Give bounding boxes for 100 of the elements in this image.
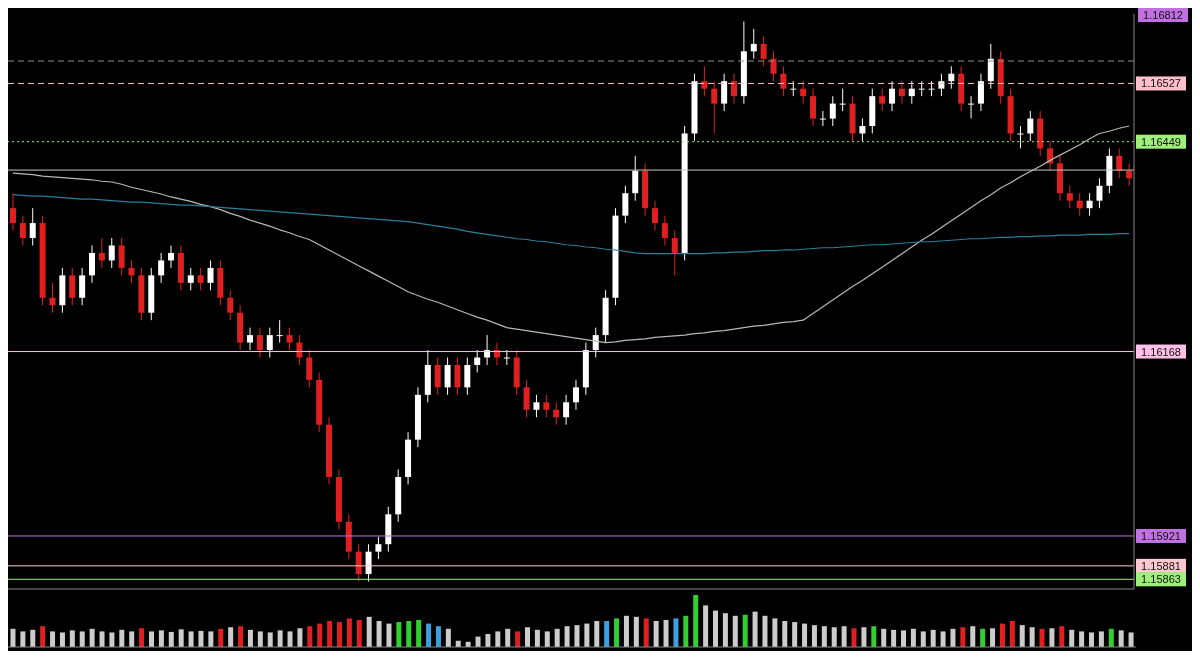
bar [267,632,273,647]
candlestick [9,192,16,232]
bar [772,618,778,647]
candlestick [1126,162,1133,187]
bar [633,616,639,647]
bar [663,619,669,647]
ref-line-label: 1.16168 [1141,345,1181,358]
bar [1029,627,1035,647]
candlestick [69,267,76,306]
bar [346,618,352,647]
candlestick [79,267,86,306]
bar [643,618,649,647]
bar [495,631,501,647]
bar [653,621,659,647]
bar [129,631,135,647]
bar [970,626,976,647]
bar [228,627,234,647]
bar [99,631,105,647]
bar [208,631,214,647]
bar [544,631,550,647]
bar [1019,625,1025,647]
candlestick [375,536,382,560]
bar [158,630,164,647]
candlestick [484,334,491,366]
ref-line-label: 1.15881 [1141,559,1181,572]
candlestick [661,215,668,246]
candlestick [19,215,26,246]
candlestick [770,50,777,82]
bar [1128,632,1134,647]
bar [426,623,432,647]
candlestick [711,80,718,134]
candlestick [493,342,500,366]
bar [811,625,817,647]
bar [564,626,570,647]
bar [990,628,996,647]
bar [534,629,540,647]
bar [910,628,916,647]
bar [416,619,422,647]
bar [742,614,748,647]
candlestick [1047,140,1054,172]
bar [396,622,402,647]
candlestick [760,35,767,67]
candlestick [187,267,194,291]
bar [614,618,620,647]
bar [119,629,125,647]
bar [999,623,1005,647]
candlestick [1017,125,1024,149]
candlestick [632,155,639,202]
candlestick [118,237,125,276]
bar [139,628,145,647]
candlestick [898,80,905,105]
candlestick [49,282,56,314]
bar [59,632,65,647]
candlestick [158,252,165,284]
candlestick [256,327,263,359]
candlestick [296,334,303,366]
candlestick [1027,110,1034,142]
bar [435,626,441,647]
bar [1089,632,1094,647]
bar [980,628,986,647]
candlestick [908,80,915,105]
bar [950,628,956,647]
bar [307,626,313,647]
candlestick [839,88,846,112]
candlestick [227,289,234,321]
candlestick [247,327,254,351]
candlestick [859,118,866,142]
candlestick [829,95,836,127]
candlestick [474,349,481,373]
candlestick [1066,185,1073,209]
bar [1039,628,1045,647]
candlestick [977,73,984,112]
bar [1059,626,1065,647]
candlestick [434,357,441,396]
bar [277,630,283,647]
candlestick [454,357,461,396]
text: 1.16812 [1138,8,1188,22]
bar [1118,630,1124,647]
candlestick [543,394,550,418]
candlestick [721,73,728,112]
bar [79,631,85,647]
candlestick [168,244,175,269]
bar [871,626,877,647]
candlestick [128,259,135,284]
bar [920,631,926,647]
candlestick [572,379,579,411]
bar [485,634,491,647]
candlestick [365,543,372,583]
bar [732,615,738,647]
candlestick [701,65,708,97]
candlestick [276,319,283,344]
bar [881,628,887,647]
candlestick [553,401,560,426]
bar [366,616,372,647]
bar [623,615,629,647]
bar [337,622,342,647]
candlestick [306,349,313,388]
candlestick [987,43,994,90]
bar [930,629,936,647]
bar [1108,628,1114,647]
